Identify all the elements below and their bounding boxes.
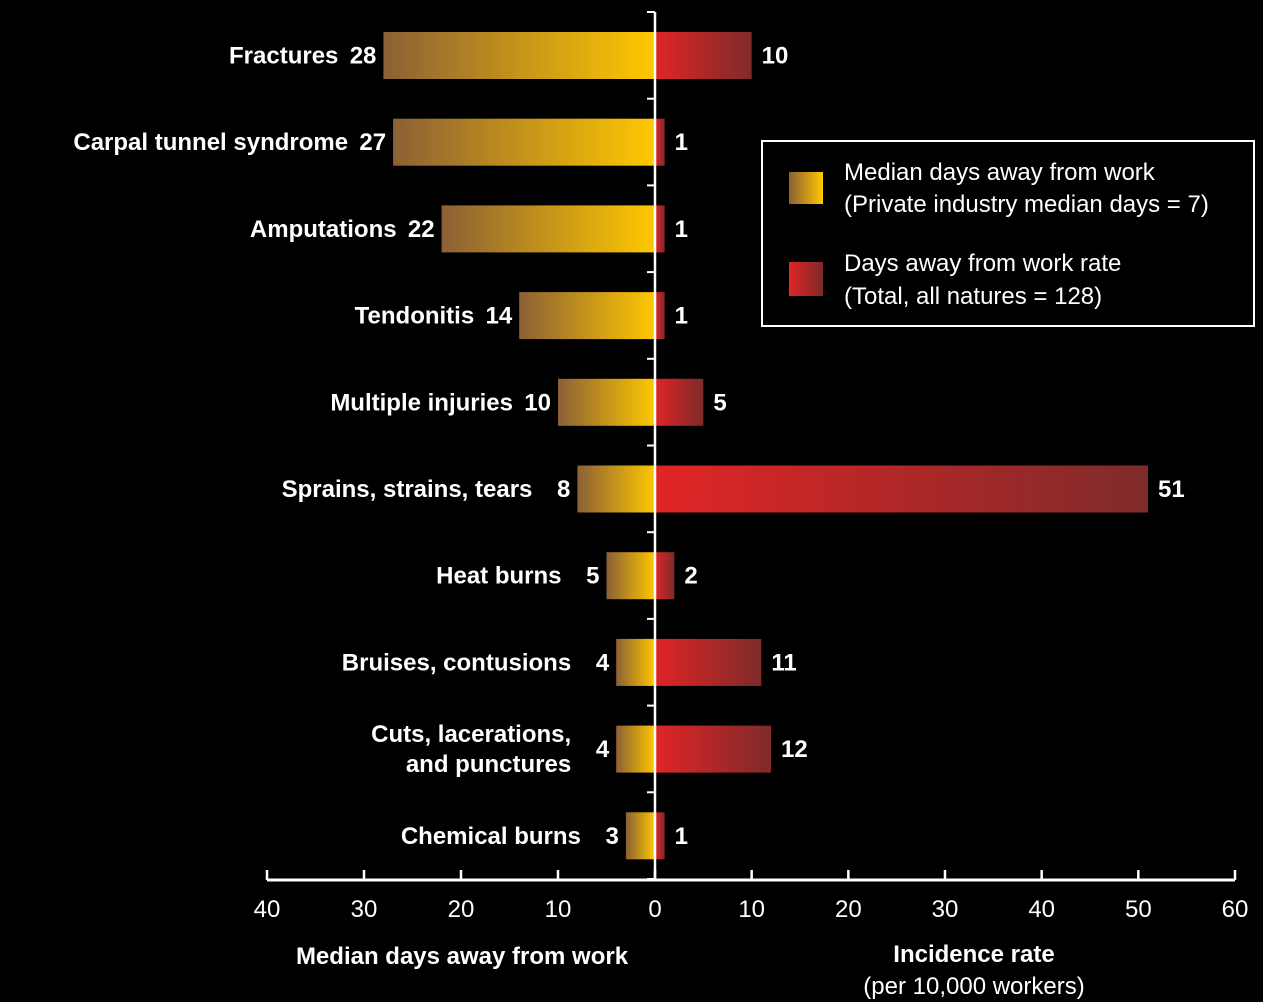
category-label-amputations: Amputations <box>250 216 397 243</box>
bar-median-days-amputations <box>441 205 655 253</box>
bar-rate-multiple-injuries <box>655 378 704 426</box>
axes-group: 40 30 20 10 0 10 20 30 40 50 60 <box>254 11 1249 923</box>
value-label-median-days-tendonitis: 14 <box>485 303 512 330</box>
category-label-sprains-strains-tears: Sprains, strains, tears <box>282 476 533 503</box>
value-label-median-days-bruises-contusions: 4 <box>596 649 610 676</box>
right-axis-tick-label-30: 30 <box>932 896 959 923</box>
left-axis-tick-label-10: 10 <box>545 896 572 923</box>
legend-box <box>761 140 1255 327</box>
value-label-rate-chemical-burns: 1 <box>675 823 688 850</box>
bar-rate-fractures <box>655 32 752 79</box>
bar-median-days-sprains-strains-tears <box>577 465 655 513</box>
right-axis-tick-label-20: 20 <box>835 896 862 923</box>
bar-median-days-bruises-contusions <box>616 638 655 686</box>
value-label-rate-cuts-lacerations-and-punctures: 12 <box>781 736 808 763</box>
value-label-median-days-sprains-strains-tears: 8 <box>557 476 570 503</box>
value-label-median-days-heat-burns: 5 <box>586 563 599 590</box>
legend-median-days-line2: (Private industry median days = 7) <box>844 191 1209 218</box>
value-label-median-days-cuts-lacerations-and-punctures: 4 <box>596 736 610 763</box>
left-axis-tick-label-0: 0 <box>648 896 661 923</box>
category-label-cuts-lacerations-and-punctures-line1: Cuts, lacerations, <box>371 721 571 748</box>
value-label-rate-sprains-strains-tears: 51 <box>1158 476 1185 503</box>
category-label-fractures: Fractures <box>229 43 338 70</box>
bars-group <box>383 32 1148 860</box>
left-axis-tick-label-20: 20 <box>448 896 475 923</box>
value-label-median-days-multiple-injuries: 10 <box>524 389 551 416</box>
legend-rate-line1: Days away from work rate <box>844 250 1121 277</box>
bar-median-days-chemical-burns <box>625 812 655 860</box>
left-axis-title: Median days away from work <box>296 943 629 970</box>
legend-swatch-rate <box>789 262 823 296</box>
value-label-median-days-carpal-tunnel-syndrome: 27 <box>359 129 386 156</box>
value-label-rate-carpal-tunnel-syndrome: 1 <box>675 129 688 156</box>
left-axis-tick-label-30: 30 <box>351 896 378 923</box>
category-label-multiple-injuries: Multiple injuries <box>330 389 513 416</box>
bar-rate-tendonitis <box>655 292 665 340</box>
legend-median-days-line1: Median days away from work <box>844 159 1156 186</box>
legend-rate-line2: (Total, all natures = 128) <box>844 283 1102 310</box>
bar-median-days-fractures <box>383 32 655 79</box>
legend-swatch-median-days <box>789 172 823 204</box>
value-label-median-days-fractures: 28 <box>350 43 377 70</box>
value-label-rate-heat-burns: 2 <box>684 563 697 590</box>
right-axis-tick-label-10: 10 <box>738 896 765 923</box>
bar-rate-heat-burns <box>655 552 675 600</box>
value-label-median-days-chemical-burns: 3 <box>606 823 619 850</box>
right-axis-tick-label-40: 40 <box>1028 896 1055 923</box>
bar-rate-cuts-lacerations-and-punctures <box>655 725 771 773</box>
bar-rate-carpal-tunnel-syndrome <box>655 118 665 166</box>
left-axis-tick-label-40: 40 <box>254 896 281 923</box>
category-label-cuts-lacerations-and-punctures-line2: and punctures <box>406 751 571 778</box>
value-label-rate-fractures: 10 <box>762 43 789 70</box>
bar-median-days-cuts-lacerations-and-punctures <box>616 725 655 773</box>
value-label-rate-amputations: 1 <box>675 216 688 243</box>
bar-median-days-carpal-tunnel-syndrome <box>393 118 655 166</box>
bar-median-days-heat-burns <box>606 552 655 600</box>
bar-rate-sprains-strains-tears <box>655 465 1148 513</box>
right-axis-subtitle: (per 10,000 workers) <box>863 973 1084 1000</box>
right-axis-tick-label-60: 60 <box>1222 896 1249 923</box>
right-axis-tick-label-50: 50 <box>1125 896 1152 923</box>
value-label-rate-bruises-contusions: 11 <box>771 649 796 676</box>
category-label-heat-burns: Heat burns <box>436 563 561 590</box>
bar-median-days-multiple-injuries <box>558 378 655 426</box>
value-label-rate-tendonitis: 1 <box>675 303 688 330</box>
category-label-chemical-burns: Chemical burns <box>401 823 581 850</box>
bar-rate-chemical-burns <box>655 812 665 860</box>
right-axis-title: Incidence rate <box>893 941 1054 968</box>
bar-rate-bruises-contusions <box>655 638 762 686</box>
category-label-carpal-tunnel-syndrome: Carpal tunnel syndrome <box>73 129 348 156</box>
category-label-tendonitis: Tendonitis <box>355 303 475 330</box>
category-label-bruises-contusions: Bruises, contusions <box>342 649 571 676</box>
value-label-rate-multiple-injuries: 5 <box>713 389 726 416</box>
bar-median-days-tendonitis <box>519 292 655 340</box>
legend: Median days away from work (Private indu… <box>761 140 1255 327</box>
bar-rate-amputations <box>655 205 665 253</box>
value-label-median-days-amputations: 22 <box>408 216 435 243</box>
